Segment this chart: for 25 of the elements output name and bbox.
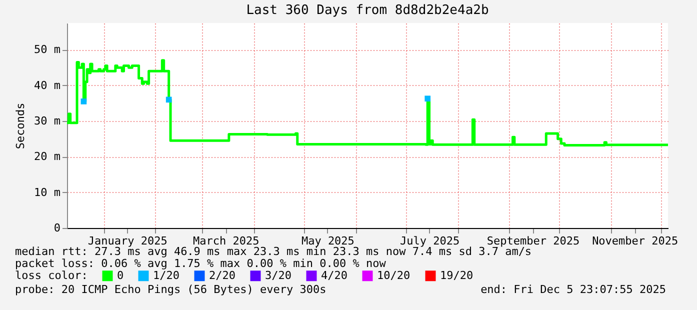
- legend-label: 10/20: [377, 268, 410, 282]
- x-tick-label: January 2025: [88, 234, 168, 248]
- legend-title: loss color:: [15, 269, 88, 282]
- x-tick-label: September 2025: [486, 234, 580, 248]
- chart-title: Last 360 Days from 8d8d2b2e4a2b: [246, 3, 489, 18]
- legend-label: 3/20: [265, 268, 292, 282]
- y-tick-label: 20 m: [34, 150, 61, 164]
- text: end: Fri Dec 5 23:07:55 2025: [480, 283, 666, 296]
- legend-label: 4/20: [321, 268, 348, 282]
- y-tick-label: 10 m: [34, 186, 61, 199]
- x-tick-label: March 2025: [192, 234, 260, 248]
- legend-label: 19/20: [440, 268, 474, 282]
- y-axis-title: Seconds: [14, 102, 28, 150]
- text: probe: 20 ICMP Echo Pings (56 Bytes) every 300s: [15, 283, 326, 296]
- x-tick-label: November 2025: [592, 234, 678, 248]
- legend-label: 0: [117, 268, 124, 282]
- x-tick-label: May 2025: [301, 234, 354, 248]
- y-tick-label: 30 m: [34, 114, 61, 128]
- legend-label: 1/20: [153, 268, 180, 282]
- y-tick-label: 0: [54, 222, 60, 234]
- legend-label: 2/20: [209, 268, 236, 282]
- y-tick-label: 40 m: [34, 78, 61, 92]
- x-tick-label: July 2025: [400, 234, 460, 248]
- text: packet loss: 0.06 % avg 1.75 % max 0.00 % min 0.00 % now: [15, 257, 386, 270]
- y-tick-label: 50 m: [34, 43, 61, 56]
